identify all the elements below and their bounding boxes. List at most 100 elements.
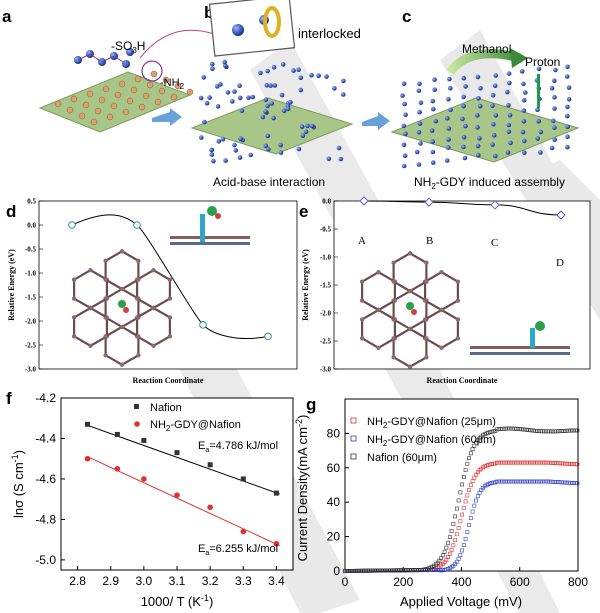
sphere — [402, 101, 407, 107]
molecule-atom — [136, 258, 141, 263]
molecule-atom — [424, 355, 429, 360]
data-point — [461, 505, 466, 510]
sphere — [210, 61, 215, 67]
sphere — [430, 149, 436, 155]
sphere — [263, 143, 269, 149]
sphere — [446, 96, 451, 102]
y-tick-label: 0.5 — [27, 198, 36, 206]
sphere — [305, 123, 310, 129]
molecule-atom — [359, 279, 365, 284]
data-point — [85, 421, 91, 427]
data-point — [447, 535, 452, 540]
sphere — [215, 104, 221, 109]
sphere — [538, 150, 543, 155]
data-point — [240, 476, 246, 482]
sheet-molecule — [146, 81, 154, 89]
sphere — [291, 68, 296, 73]
y-tick-label: -4.8 — [35, 512, 56, 526]
sphere — [285, 106, 291, 112]
state-label-c: C — [491, 237, 498, 249]
points-nh2gdy — [84, 455, 280, 547]
x-tick-label: 3.0 — [136, 574, 153, 588]
data-point — [467, 523, 471, 528]
sphere — [271, 64, 277, 70]
interlocked-label: interlocked — [298, 26, 361, 41]
data-point — [174, 492, 180, 498]
panel-label-f: f — [6, 389, 12, 408]
interlock-inset — [208, 0, 296, 57]
schematic-c: Methanol Proton NH2-GDY induced assembly — [390, 42, 580, 191]
data-point — [114, 431, 120, 437]
sphere — [222, 59, 227, 65]
sphere — [565, 124, 570, 130]
molecule-atom — [136, 353, 141, 358]
sheet-molecule — [122, 108, 130, 116]
molecule-atom — [391, 260, 396, 265]
data-point — [240, 528, 247, 535]
sphere — [225, 90, 231, 95]
sphere — [461, 75, 467, 81]
sphere — [401, 142, 407, 148]
sphere — [232, 142, 237, 148]
data-point — [458, 519, 463, 524]
data-point — [444, 545, 449, 550]
molecule-atom — [119, 324, 125, 330]
y-axis-label-f: lnσ (S cm-1) — [10, 450, 26, 518]
data-point — [468, 483, 473, 488]
sphere — [258, 70, 263, 76]
molecule-atom — [104, 315, 110, 320]
plot-frame-d — [38, 200, 298, 370]
methanol-arrowhead — [510, 48, 528, 68]
sphere — [403, 131, 408, 136]
sphere — [493, 153, 498, 159]
sphere — [263, 109, 269, 114]
y-tick-label: -1.5 — [25, 294, 37, 302]
x-axis-label-e: Reaction Coordinate — [427, 376, 498, 385]
sheet-molecule — [118, 80, 126, 88]
sphere — [263, 97, 269, 102]
y-axis-label-e: Relative Energy (eV) — [301, 249, 310, 321]
x-axis-label-f: 1000/ T (K-1) — [141, 593, 214, 609]
sphere — [430, 160, 436, 165]
data-point — [359, 196, 369, 206]
sphere — [279, 92, 285, 98]
sphere — [493, 113, 499, 118]
molecule-atom — [103, 258, 108, 263]
data-point — [467, 456, 471, 461]
molecule-atom — [88, 305, 93, 311]
data-point — [68, 221, 76, 229]
data-point — [451, 543, 456, 548]
sphere — [566, 97, 572, 102]
molecule-atom — [151, 343, 156, 348]
series-line-e — [363, 200, 562, 216]
sphere — [553, 67, 558, 73]
molecule-atom — [422, 317, 428, 322]
molecule-atom — [407, 364, 413, 369]
data-point — [456, 526, 461, 530]
sphere — [491, 122, 496, 127]
x-tick-label: 600 — [510, 575, 530, 589]
sheet-molecule — [66, 106, 74, 114]
sphere — [417, 81, 422, 87]
molecule-atom — [119, 249, 125, 254]
molecule-atom — [376, 307, 381, 313]
adsorbate-atom — [118, 300, 126, 308]
data-point — [174, 450, 180, 456]
sphere — [265, 68, 270, 74]
molecule-atom — [455, 298, 461, 303]
y-ticks-e: 0.0 -0.5 -1.0 -1.5 -2.0 -2.5 -3.0 — [320, 198, 338, 374]
data-point — [460, 548, 464, 553]
adsorbate-inset-e — [470, 321, 570, 355]
data-point — [575, 462, 580, 467]
chart-d: 0.5 0.0 -0.5 -1.0 -1.5 -2.0 -2.5 -3.0 Relative … — [7, 198, 298, 385]
molecule-atom — [392, 298, 398, 303]
y-tick-label: 20 — [327, 530, 341, 544]
sphere — [552, 125, 557, 130]
sphere — [341, 78, 346, 84]
molecule-atom — [104, 296, 110, 301]
y-tick-label: -1.5 — [320, 282, 332, 290]
legend-marker-nafion — [134, 404, 139, 409]
chart-f: 2.8 2.9 3.0 3.1 3.2 3.3 3.4 -4.2 -4.4 -4.6 -4.8 -5.… — [10, 391, 294, 609]
sphere — [199, 135, 204, 140]
sheet-molecule — [90, 118, 98, 126]
